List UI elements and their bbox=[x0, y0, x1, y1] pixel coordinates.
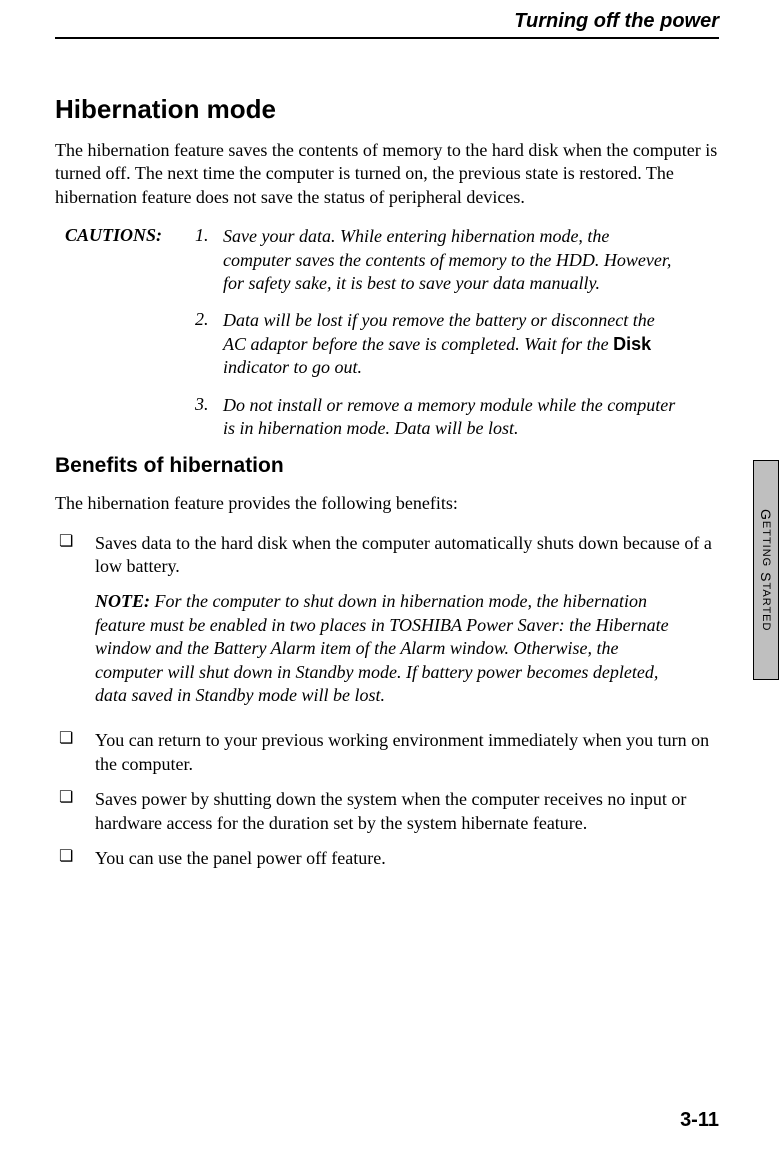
caution-text: Do not install or remove a memory module… bbox=[223, 394, 719, 441]
list-item: Saves power by shutting down the system … bbox=[55, 788, 719, 835]
benefits-list: Saves data to the hard disk when the com… bbox=[55, 532, 719, 579]
caution-item: 2. Data will be lost if you remove the b… bbox=[55, 309, 719, 379]
note-text: For the computer to shut down in hiberna… bbox=[95, 591, 669, 705]
chapter-tab-label: GETTING STARTED bbox=[754, 461, 778, 679]
caution-text: Data will be lost if you remove the batt… bbox=[223, 309, 719, 379]
note-label: NOTE: bbox=[95, 591, 150, 611]
cautions-block: CAUTIONS: 1. Save your data. While enter… bbox=[55, 225, 719, 440]
caution-item: 3. Do not install or remove a memory mod… bbox=[55, 394, 719, 441]
caution-number: 2. bbox=[195, 309, 223, 379]
list-item: Saves data to the hard disk when the com… bbox=[55, 532, 719, 579]
section-intro: The hibernation feature saves the conten… bbox=[55, 139, 719, 209]
caution-text: Save your data. While entering hibernati… bbox=[223, 225, 719, 295]
benefits-list-continued: You can return to your previous working … bbox=[55, 729, 719, 870]
benefits-intro: The hibernation feature provides the fol… bbox=[55, 492, 719, 515]
chapter-tab: GETTING STARTED bbox=[753, 460, 779, 680]
subsection-title: Benefits of hibernation bbox=[55, 454, 719, 478]
page-container: Turning off the power Hibernation mode T… bbox=[0, 0, 779, 870]
list-item: You can return to your previous working … bbox=[55, 729, 719, 776]
running-header: Turning off the power bbox=[55, 10, 719, 39]
list-item: You can use the panel power off feature. bbox=[55, 847, 719, 870]
note-block: NOTE: For the computer to shut down in h… bbox=[95, 590, 719, 707]
caution-number: 1. bbox=[195, 225, 223, 295]
page-number: 3-11 bbox=[680, 1109, 719, 1132]
caution-number: 3. bbox=[195, 394, 223, 441]
section-title: Hibernation mode bbox=[55, 94, 719, 125]
cautions-label: CAUTIONS: bbox=[55, 225, 195, 295]
caution-item: CAUTIONS: 1. Save your data. While enter… bbox=[55, 225, 719, 295]
